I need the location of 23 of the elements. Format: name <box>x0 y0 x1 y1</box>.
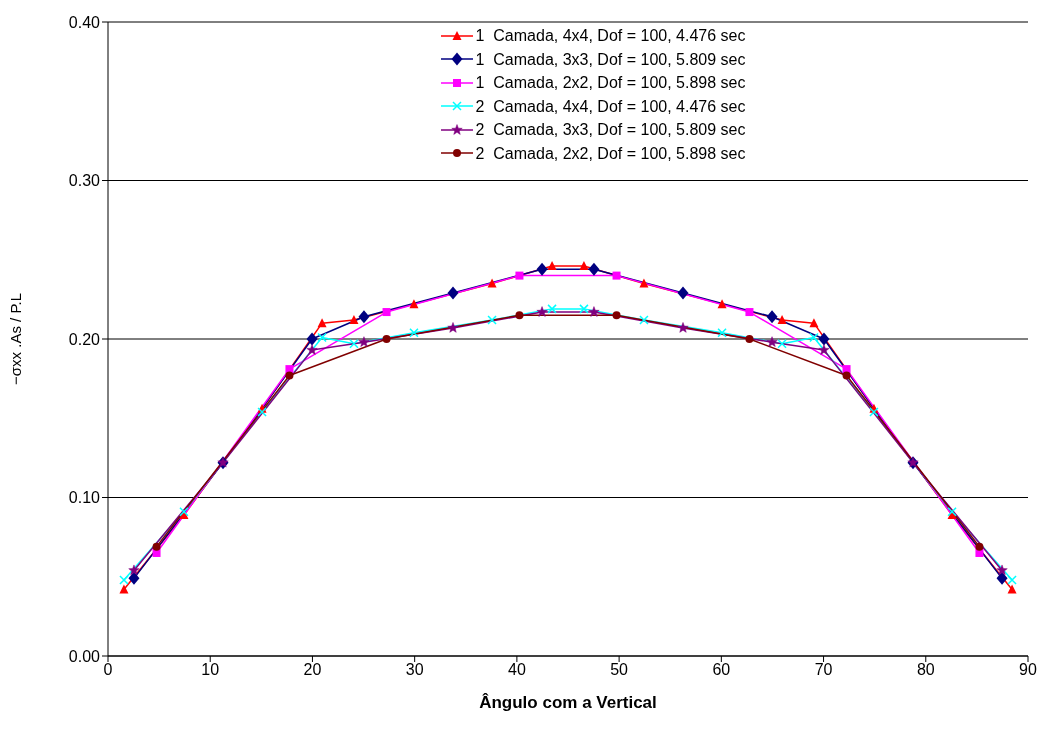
x-tick-label: 50 <box>610 661 629 679</box>
x-tick-label: 70 <box>814 661 833 679</box>
x-axis-title: Ângulo com a Vertical <box>479 693 657 712</box>
x-tick-label: 20 <box>303 661 322 679</box>
legend-label: 2 Camada, 2x2, Dof = 100, 5.898 sec <box>475 143 746 164</box>
x-tick-label: 10 <box>201 661 220 679</box>
x-tick-label: 30 <box>405 661 424 679</box>
legend-label: 2 Camada, 3x3, Dof = 100, 5.809 sec <box>475 120 746 140</box>
x-tick-label: 0 <box>103 661 113 679</box>
legend-label: 1 Camada, 4x4, Dof = 100, 4.476 sec <box>475 26 746 46</box>
x-tick-label: 80 <box>916 661 935 679</box>
y-tick-label: 0.10 <box>68 489 101 507</box>
y-tick-label: 0.30 <box>68 172 101 190</box>
x-tick-label: 40 <box>507 661 526 679</box>
legend-label: 2 Camada, 4x4, Dof = 100, 4.476 sec <box>475 96 746 117</box>
y-tick-label: 0.40 <box>68 13 101 31</box>
x-tick-label: 60 <box>712 661 731 679</box>
legend-label: 1 Camada, 2x2, Dof = 100, 5.898 sec <box>475 73 746 93</box>
y-tick-label: 0.20 <box>68 330 101 348</box>
y-tick-label: 0.00 <box>68 647 101 665</box>
legend-label: 1 Camada, 3x3, Dof = 100, 5.809 sec <box>475 49 746 70</box>
x-tick-label: 90 <box>1019 661 1037 679</box>
y-axis-title: −σxx .As / P.L <box>7 293 25 385</box>
